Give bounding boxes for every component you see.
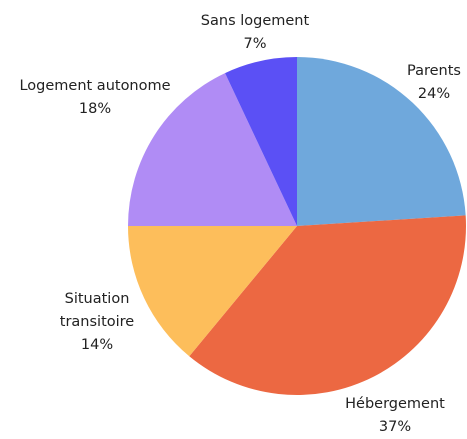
category-label: Parents xyxy=(407,63,461,79)
category-label: Situation transitoire xyxy=(59,291,135,330)
value-label: 18% xyxy=(78,101,112,117)
pie-slice xyxy=(225,57,297,226)
pie-slice xyxy=(297,57,466,226)
pie-slice xyxy=(128,73,297,226)
pie-slice xyxy=(128,226,297,357)
slice-label: Sans logement 7% xyxy=(175,10,335,56)
slice-label: Hébergement 37% xyxy=(315,393,467,439)
category-label: Sans logement xyxy=(200,13,310,29)
category-label: Logement autonome xyxy=(19,78,171,94)
value-label: 7% xyxy=(243,36,267,52)
value-label: 24% xyxy=(417,86,451,102)
slice-label: Parents 24% xyxy=(374,60,467,106)
slice-label: Situation transitoire 14% xyxy=(50,288,145,357)
value-label: 14% xyxy=(80,337,114,353)
value-label: 37% xyxy=(378,419,412,435)
pie-slice xyxy=(189,215,467,395)
slice-label: Logement autonome 18% xyxy=(0,75,195,121)
category-label: Hébergement xyxy=(345,396,445,412)
